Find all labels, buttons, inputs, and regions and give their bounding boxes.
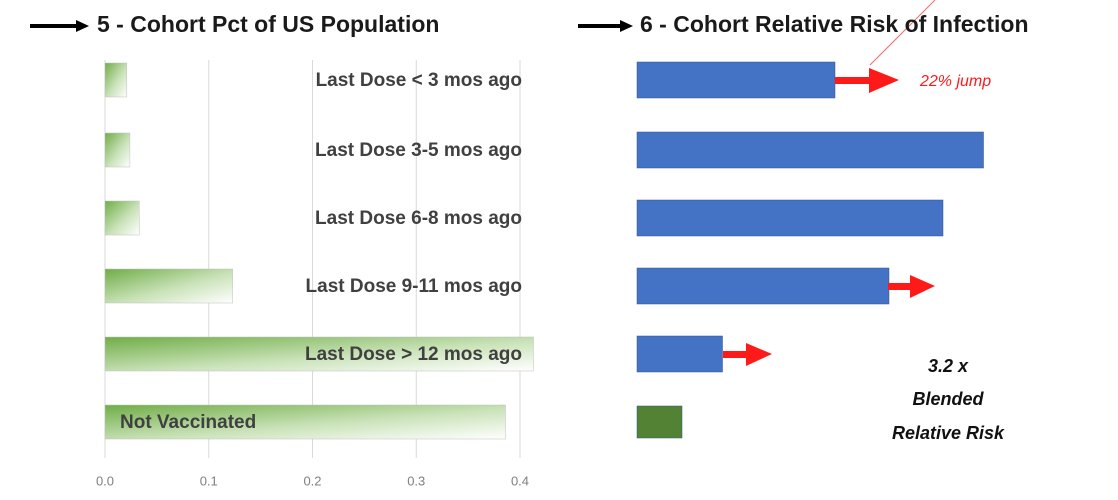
annotation: Relative Risk [892,423,1005,443]
bar [636,335,723,373]
category-label: Last Dose 6-8 mos ago [315,208,522,229]
title-arrow [30,20,633,32]
x-tick-label: 0.2 [303,473,321,488]
annotation: 22% jump [919,73,991,90]
x-tick-label: 0.1 [200,473,218,488]
chart-title: 6 - Cohort Relative Risk of Infection [640,11,1029,37]
annotation: Blended [912,389,984,409]
pointer-line [869,0,936,66]
bar [636,267,890,305]
annotation: 3.2 x [928,356,969,376]
bar [104,132,131,168]
category-label: Last Dose 9-11 mos ago [306,276,522,297]
category-label: Last Dose < 3 mos ago [316,70,522,91]
x-tick-label: 0.3 [407,473,425,488]
bar [104,62,128,98]
bar [104,404,506,440]
bar [636,199,944,237]
x-tick-label: 0.4 [511,473,529,488]
red-arrow [723,68,935,366]
chart: 0.0 0.1 0.2 0.3 0.4 Last Dose < 3 mos ago Last… [96,60,534,488]
bar [104,200,140,236]
bar [104,336,534,372]
category-label: Last Dose 3-5 mos ago [315,140,522,161]
category-label: Last Dose > 12 mos ago [305,344,522,365]
chart [636,61,984,439]
chart-title: 5 - Cohort Pct of US Population [97,11,439,37]
category-label: Not Vaccinated [120,412,256,433]
bar [636,131,984,169]
bar [636,61,836,99]
bar [636,405,683,439]
bar [104,268,233,304]
x-tick-label: 0.0 [96,473,114,488]
